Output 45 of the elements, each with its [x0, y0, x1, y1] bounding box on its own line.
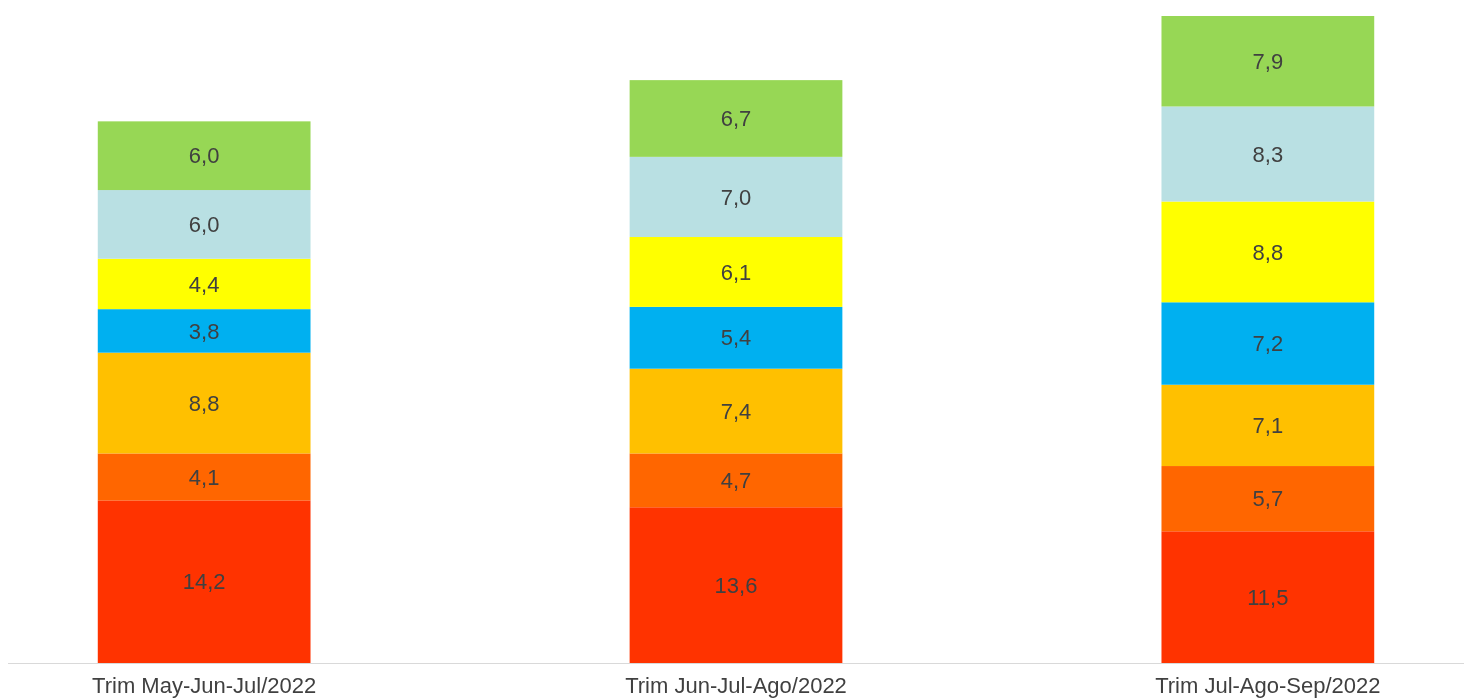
x-tick-label: Trim May-Jun-Jul/2022: [92, 673, 317, 698]
data-label: 6,0: [188, 143, 220, 169]
bar: [97, 453, 311, 501]
data-label: 13,6: [714, 572, 758, 598]
bar: [1161, 531, 1375, 663]
data-label: 6,7: [720, 106, 752, 132]
bar: [629, 237, 843, 307]
data-label: 7,2: [1252, 331, 1284, 357]
bar: [97, 352, 311, 454]
data-label: 4,1: [188, 464, 220, 490]
data-label: 7,0: [720, 184, 752, 210]
data-label: 4,7: [720, 468, 752, 494]
bar: [1161, 466, 1375, 532]
bar: [97, 190, 311, 259]
data-label: 8,8: [188, 390, 220, 416]
bar: [1161, 201, 1375, 303]
data-label: 5,4: [720, 325, 752, 351]
bar: [1161, 106, 1375, 202]
data-label: 8,3: [1252, 141, 1284, 167]
data-label: 4,4: [188, 271, 220, 297]
x-tick-label: Trim Jul-Ago-Sep/2022: [1155, 673, 1381, 698]
data-label: 11,5: [1247, 584, 1289, 610]
bar: [629, 453, 843, 508]
data-label: 6,0: [188, 212, 220, 238]
bar: [629, 306, 843, 369]
bar: [97, 121, 311, 191]
bar: [1161, 384, 1375, 467]
data-label: 7,4: [720, 398, 752, 424]
bar: [97, 258, 311, 310]
bar: [629, 156, 843, 238]
x-tick-label: Trim Jun-Jul-Ago/2022: [625, 673, 847, 698]
data-label: 5,7: [1252, 486, 1284, 512]
bar: [629, 368, 843, 454]
data-label: 6,1: [720, 259, 752, 285]
data-label: 8,8: [1252, 239, 1284, 265]
bar: [629, 80, 843, 157]
data-label: 14,2: [182, 569, 226, 595]
data-label: 3,8: [188, 318, 220, 344]
bar: [629, 507, 843, 663]
bar: [97, 500, 311, 663]
data-label: 7,1: [1252, 413, 1284, 439]
bar: [97, 309, 311, 353]
data-label: 7,9: [1252, 48, 1284, 74]
bar: [1161, 16, 1375, 107]
bar: [1161, 302, 1375, 385]
